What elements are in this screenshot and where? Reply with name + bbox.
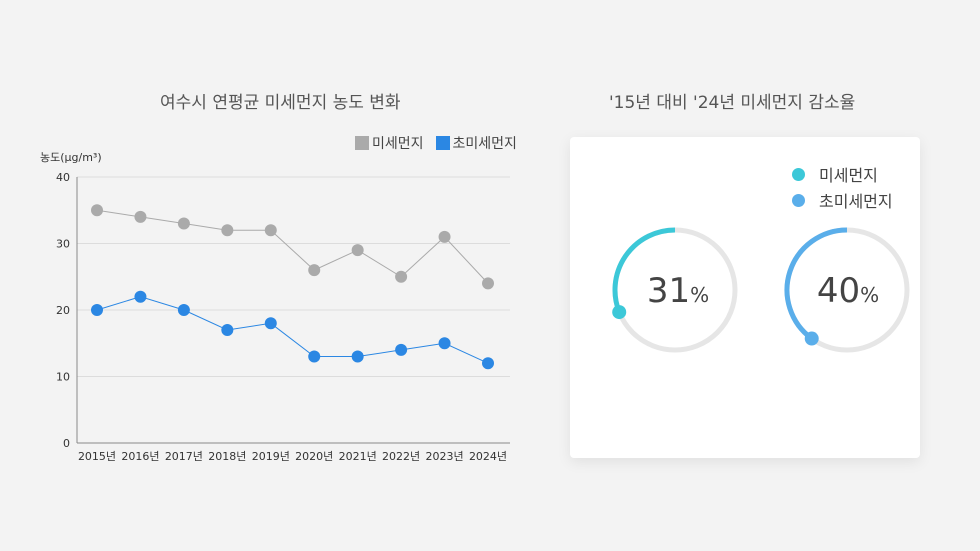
- donut-value-pm10-number: 31: [646, 271, 691, 311]
- line-chart-title: 여수시 연평균 미세먼지 농도 변화: [160, 93, 401, 113]
- x-tick-label: 2023년: [425, 450, 463, 463]
- x-tick-label: 2018년: [208, 450, 246, 463]
- data-point-pm25: [438, 337, 451, 350]
- y-tick-label: 40: [56, 171, 70, 184]
- x-tick-label: 2019년: [252, 450, 290, 463]
- donut-value-pm10-unit: %: [690, 283, 710, 307]
- data-point-pm25: [91, 304, 103, 316]
- data-point-pm25: [221, 323, 234, 336]
- donut-value-pm25-unit: %: [860, 283, 880, 307]
- data-point-pm25: [308, 350, 321, 363]
- legend-item-pm25: 초미세먼지: [435, 133, 517, 153]
- legend-label-pm10: 미세먼지: [372, 136, 424, 152]
- donut-legend: 미세먼지 초미세먼지: [792, 161, 893, 213]
- x-tick-label: 2015년: [78, 450, 116, 463]
- data-point-pm25: [482, 357, 494, 370]
- y-tick-label: 30: [56, 238, 70, 251]
- x-tick-label: 2022년: [382, 450, 420, 463]
- donut-end-dot-pm25: [804, 331, 819, 346]
- data-point-pm10: [264, 224, 277, 237]
- data-point-pm10: [395, 270, 408, 283]
- x-tick-label: 2017년: [165, 450, 203, 463]
- x-tick-label: 2024년: [469, 450, 507, 463]
- data-point-pm10: [351, 244, 364, 257]
- y-axis-label: 농도(μg/m³): [40, 151, 102, 164]
- donut-legend-item-pm10: 미세먼지: [792, 161, 893, 187]
- legend-swatch-pm25: [435, 136, 450, 150]
- data-point-pm10: [177, 217, 190, 230]
- reduction-card: 미세먼지 초미세먼지: [570, 137, 920, 458]
- data-point-pm25: [351, 350, 364, 363]
- legend-item-pm10: 미세먼지: [355, 133, 424, 153]
- x-tick-label: 2020년: [295, 450, 333, 463]
- donut-end-dot-pm10: [612, 305, 627, 320]
- data-point-pm10: [91, 204, 103, 217]
- data-point-pm25: [395, 343, 408, 356]
- line-chart-legend: 미세먼지 초미세먼지: [355, 133, 517, 153]
- legend-label-pm25: 초미세먼지: [452, 136, 517, 152]
- y-tick-label: 20: [56, 304, 70, 317]
- data-point-pm10: [438, 230, 451, 243]
- donut-legend-item-pm25: 초미세먼지: [792, 187, 893, 213]
- donut-legend-dot-pm25: [792, 193, 805, 207]
- y-tick-label: 0: [63, 437, 70, 450]
- donut-value-pm10: 31%: [647, 271, 709, 311]
- x-tick-label: 2016년: [121, 450, 159, 463]
- donut-arc-pm25: [784, 227, 848, 341]
- series-line-pm10: [96, 209, 489, 284]
- data-point-pm10: [221, 224, 234, 237]
- donut-arc-pm10: [612, 227, 676, 314]
- data-point-pm25: [177, 304, 190, 316]
- data-point-pm10: [308, 264, 321, 277]
- donut-legend-dot-pm10: [792, 167, 805, 181]
- data-point-pm25: [134, 290, 147, 303]
- data-point-pm10: [482, 277, 494, 290]
- donut-legend-label-pm25: 초미세먼지: [819, 192, 893, 211]
- donut-value-pm25: 40%: [817, 271, 879, 311]
- y-tick-label: 10: [56, 371, 70, 384]
- data-point-pm25: [264, 317, 277, 330]
- donut-legend-label-pm10: 미세먼지: [819, 166, 878, 185]
- series-line-pm25: [96, 296, 489, 364]
- legend-swatch-pm10: [355, 136, 369, 150]
- data-point-pm10: [134, 210, 147, 223]
- donut-chart-title: '15년 대비 '24년 미세먼지 감소율: [609, 93, 856, 113]
- x-tick-label: 2021년: [339, 450, 377, 463]
- donut-value-pm25-number: 40: [816, 271, 861, 311]
